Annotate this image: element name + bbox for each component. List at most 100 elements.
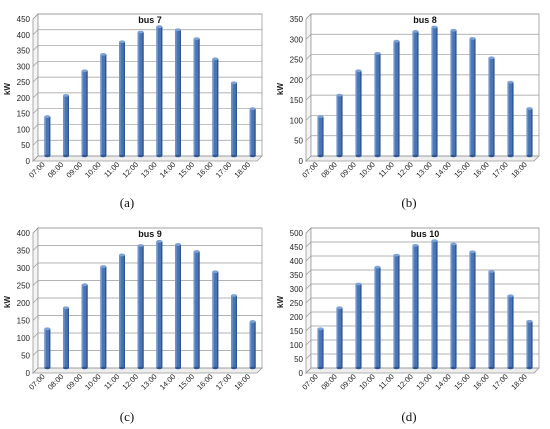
bar-highlight (507, 295, 510, 368)
bar-shade (417, 245, 419, 368)
x-tick-label: 10:00 (83, 160, 103, 180)
bar (100, 52, 107, 158)
bar (450, 242, 457, 370)
bar-shade (322, 116, 324, 156)
bar-front (63, 307, 69, 368)
bar (156, 25, 163, 158)
bar-front (44, 116, 51, 156)
bar-shade (474, 251, 476, 368)
x-tick-label: 15:00 (452, 372, 472, 392)
bar (526, 319, 533, 370)
bar-front (156, 241, 163, 368)
bar-base (431, 154, 438, 158)
y-axis-label: kW (3, 296, 12, 308)
bar-highlight (336, 95, 339, 156)
bar (119, 253, 125, 370)
bar-highlight (119, 41, 121, 156)
x-tick-label: 14:00 (433, 372, 453, 392)
bar-shade (235, 295, 237, 368)
bar-front (137, 31, 144, 157)
panel-caption: (d) (401, 409, 417, 424)
y-tick-label: 250 (17, 282, 31, 291)
bar-highlight (193, 251, 196, 368)
gridline-depth (305, 74, 312, 81)
gridline-depth (305, 155, 312, 162)
bar (137, 244, 144, 370)
bar (469, 36, 476, 158)
y-tick-label: 250 (17, 78, 31, 87)
bar-base (488, 366, 495, 370)
x-tick-label: 16:00 (471, 372, 491, 392)
bar-shade (493, 57, 495, 157)
bar-top (355, 282, 362, 286)
gridline-depth (305, 115, 312, 121)
chart-side-wall (32, 13, 39, 162)
bar-base (100, 154, 107, 158)
bar (175, 243, 181, 370)
gridline-depth (32, 124, 39, 130)
gridline-depth (305, 34, 312, 40)
y-tick-label: 250 (290, 56, 304, 65)
bar-front (488, 271, 495, 368)
y-tick-label: 300 (290, 35, 304, 44)
bar-highlight (469, 38, 472, 156)
chart-bus-8: 0 50 100 150 200 250 300 350 kW bus 8 07:00 08:00 09… (276, 0, 550, 192)
x-tick-label: 17:00 (490, 372, 510, 392)
y-tick-label: 350 (17, 47, 31, 56)
bar-highlight (119, 254, 121, 368)
y-tick-label: 400 (17, 31, 31, 40)
chart-svg-bus-8: 0 50 100 150 200 250 300 350 kW bus 8 07:00 08:00 09… (276, 13, 540, 180)
bar-front (526, 321, 533, 368)
bar-base (44, 366, 51, 370)
bar-base (193, 366, 200, 370)
bar-highlight (249, 321, 252, 368)
x-tick-label: 13:00 (414, 372, 434, 392)
bar-shade (86, 70, 88, 156)
bar-highlight (374, 53, 377, 156)
gridline-depth (305, 269, 312, 276)
y-tick-label: 100 (17, 334, 31, 343)
bar-shade (322, 328, 324, 368)
bar (44, 115, 51, 158)
y-tick-label: 200 (290, 76, 304, 85)
bar (193, 37, 200, 158)
bar (393, 253, 400, 370)
x-tick-label: 15:00 (452, 160, 472, 180)
bar-highlight (488, 271, 491, 368)
bar-base (317, 154, 324, 158)
bar-base (488, 154, 495, 158)
bar-top (63, 94, 69, 97)
chart-svg-bus-10: 0 50 100 150 200 250 300 350 400 450 500 kW bus 10 07… (276, 227, 540, 392)
bar-shade (474, 38, 476, 156)
x-tick-label: 15:00 (176, 160, 196, 180)
y-tick-label: 100 (17, 125, 31, 134)
bar-shade (217, 271, 219, 368)
x-tick-label: 17:00 (490, 160, 510, 180)
bar (450, 28, 457, 158)
x-tick-label: 08:00 (319, 372, 339, 392)
gridline-depth (305, 367, 312, 374)
bar-base (393, 154, 400, 158)
bar-base (81, 366, 88, 370)
x-tick-label: 10:00 (357, 160, 377, 180)
bar-top (231, 294, 237, 297)
bar-top (44, 327, 51, 331)
x-tick-label: 16:00 (471, 160, 491, 180)
bar-base (336, 366, 343, 370)
x-tick-label: 09:00 (64, 372, 84, 392)
x-tick-label: 07:00 (27, 160, 47, 180)
gridline-depth (305, 94, 312, 101)
gridline-depth (32, 262, 39, 269)
bar-base (100, 366, 107, 370)
bar (336, 93, 343, 158)
bar-highlight (317, 328, 320, 368)
bar-top (156, 25, 163, 29)
bar-top (374, 51, 381, 55)
y-tick-label: 100 (290, 341, 304, 350)
bar-front (175, 244, 181, 368)
bar (507, 294, 514, 370)
bar-shade (123, 41, 125, 156)
bar-front (119, 254, 125, 368)
y-tick-label: 350 (17, 247, 31, 256)
bar-front (63, 95, 69, 156)
